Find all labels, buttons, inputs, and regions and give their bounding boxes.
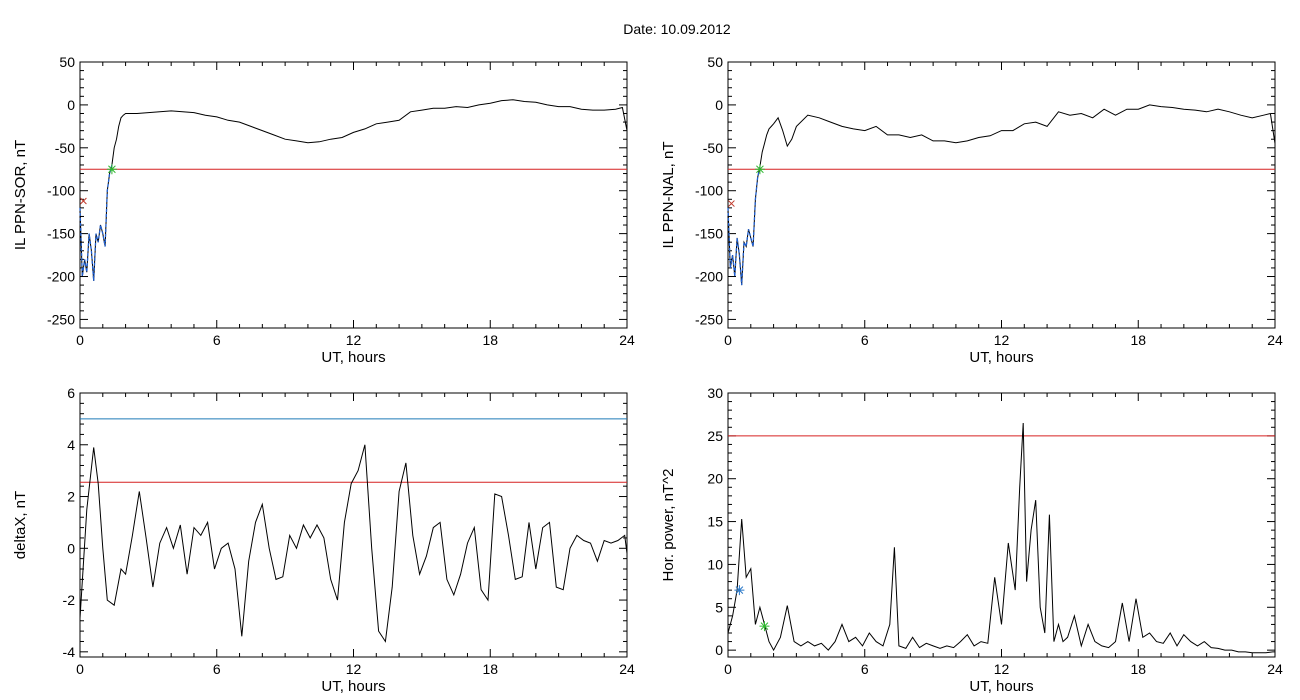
x-tick-label: 12 — [346, 332, 362, 348]
y-tick-label: 10 — [707, 556, 723, 572]
y-tick-label: 0 — [67, 540, 75, 556]
series-line — [79, 99, 628, 281]
y-tick-label: 50 — [707, 54, 723, 70]
y-tick-label: 30 — [707, 385, 723, 401]
marker-stroke — [80, 197, 87, 205]
y-axis-title: deltaX, nT — [12, 491, 29, 559]
y-tick-label: 2 — [67, 489, 75, 505]
marker-stroke — [760, 622, 769, 630]
marker-red-cross — [728, 200, 735, 207]
marker-red-cross — [80, 197, 87, 205]
marker-green-star — [106, 164, 117, 175]
y-tick-label: 0 — [67, 97, 75, 113]
series-line — [79, 444, 628, 643]
y-tick-label: -250 — [695, 311, 723, 327]
marker-stroke — [735, 586, 744, 594]
series-line — [727, 422, 1275, 654]
y-tick-label: 25 — [707, 428, 723, 444]
x-tick-label: 12 — [346, 661, 362, 677]
marker-blue-star — [734, 585, 745, 596]
y-axis-title: IL PPN-SOR, nT — [12, 140, 29, 250]
series-line — [727, 104, 1276, 286]
x-tick-label: 12 — [994, 661, 1010, 677]
x-axis-title: UT, hours — [969, 678, 1033, 695]
x-tick-label: 0 — [76, 332, 84, 348]
x-tick-label: 6 — [213, 332, 221, 348]
y-axis-title: Hor. power, nT^2 — [660, 469, 677, 582]
x-axis-title: UT, hours — [969, 349, 1033, 366]
figure-title: Date: 10.09.2012 — [623, 21, 731, 37]
y-tick-label: -50 — [703, 140, 723, 156]
y-tick-label: -200 — [695, 269, 723, 285]
panel-hor-power: 0 6 12 18 24 0 5 10 15 20 25 30 UT, hours Hor. power,… — [660, 385, 1283, 695]
x-tick-label: 18 — [482, 661, 498, 677]
y-tick-label: -250 — [47, 311, 75, 327]
plot-frame — [727, 61, 1276, 329]
plot-frame — [79, 392, 628, 658]
y-tick-label: -150 — [47, 226, 75, 242]
y-tick-label: 6 — [67, 385, 75, 401]
y-tick-label: 20 — [707, 471, 723, 487]
plot-frame — [79, 61, 628, 329]
x-tick-label: 0 — [724, 661, 732, 677]
marker-stroke — [108, 165, 116, 174]
marker-green-star — [754, 164, 765, 175]
x-tick-label: 6 — [213, 661, 221, 677]
x-tick-label: 18 — [482, 332, 498, 348]
marker-stroke — [756, 165, 764, 174]
y-tick-label: -150 — [695, 226, 723, 242]
x-axis-title: UT, hours — [321, 349, 385, 366]
panel-ppn-nal: 0 6 12 18 24 -250 -200 -150 -100 -50 0 50 UT, hours I… — [660, 54, 1283, 366]
y-tick-label: 15 — [707, 514, 723, 530]
y-tick-label: -100 — [47, 183, 75, 199]
y-tick-label: -4 — [63, 644, 76, 660]
plot-frame — [727, 392, 1276, 658]
x-axis-title: UT, hours — [321, 678, 385, 695]
y-tick-label: 0 — [715, 642, 723, 658]
highlight-segment-line — [727, 166, 761, 286]
y-axis-title: IL PPN-NAL, nT — [660, 142, 677, 249]
x-tick-label: 6 — [861, 661, 869, 677]
x-tick-label: 24 — [1267, 661, 1283, 677]
x-tick-label: 0 — [724, 332, 732, 348]
x-tick-label: 24 — [619, 332, 635, 348]
y-tick-label: 5 — [715, 599, 723, 615]
x-tick-label: 18 — [1130, 661, 1146, 677]
y-tick-label: -2 — [63, 592, 76, 608]
x-tick-label: 18 — [1130, 332, 1146, 348]
y-tick-label: 50 — [59, 54, 75, 70]
panel-ppn-sor: 0 6 12 18 24 -250 -200 -150 -100 -50 0 50 UT, hours I… — [12, 54, 635, 366]
highlight-segment-line — [79, 164, 113, 281]
x-tick-label: 0 — [76, 661, 84, 677]
y-tick-label: 4 — [67, 437, 75, 453]
y-tick-label: -200 — [47, 269, 75, 285]
x-tick-label: 12 — [994, 332, 1010, 348]
marker-green-star — [759, 621, 770, 632]
x-tick-label: 6 — [861, 332, 869, 348]
x-tick-label: 24 — [1267, 332, 1283, 348]
marker-stroke — [728, 200, 735, 207]
y-tick-label: 0 — [715, 97, 723, 113]
y-tick-label: -50 — [55, 140, 75, 156]
x-tick-label: 24 — [619, 661, 635, 677]
y-tick-label: -100 — [695, 183, 723, 199]
